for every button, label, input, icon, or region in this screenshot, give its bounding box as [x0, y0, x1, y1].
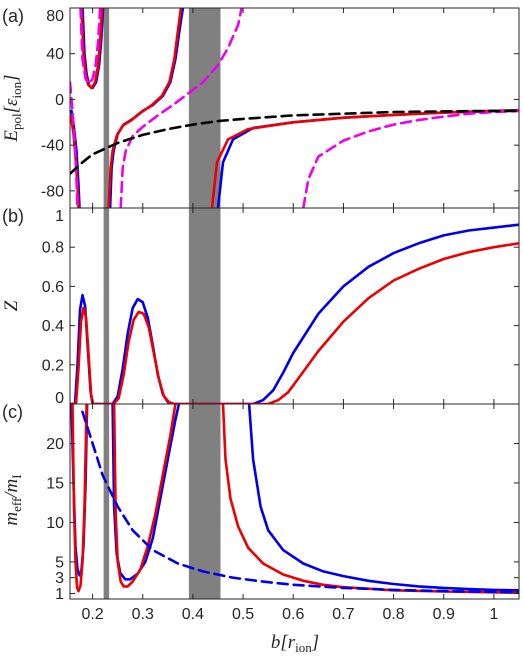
panel-b-ylabel: Z: [1, 300, 22, 311]
x-tick-label: 0.4: [182, 606, 204, 623]
x-tick-label: 0.2: [81, 606, 103, 623]
panel-a-ytick-label: 0: [55, 92, 64, 109]
panel-b-series-2: [70, 242, 519, 404]
panel-a-series-10: [79, 8, 102, 85]
shaded-bands: [103, 8, 221, 599]
panel-a-series-13: [70, 109, 519, 175]
panel-b-ytick-label: 0: [55, 390, 64, 407]
panel-a-series-12: [302, 109, 519, 208]
panel-a-frame: [69, 7, 520, 209]
x-tick-label: 0.8: [382, 606, 404, 623]
panel-c-series-6: [221, 404, 519, 594]
panel-c-series-4: [71, 404, 88, 593]
panel-c-series-5: [112, 404, 177, 588]
panel-a-ytick-label: -40: [41, 138, 64, 155]
x-tick-label: 0.9: [433, 606, 455, 623]
panel-a-plot: [70, 8, 519, 208]
panel-a-ylabel: Epol[εion]: [1, 74, 24, 142]
panel-b-ytick-label: 1: [55, 208, 64, 225]
panel-b-ytick-label: 0.2: [42, 357, 64, 374]
panel-c-ytick-label: 10: [46, 515, 64, 532]
panel-c-series-7: [81, 410, 519, 594]
panel-b-ytick-label: 0.8: [42, 240, 64, 257]
panel-a-ytick-label: -80: [41, 183, 64, 200]
panel-a-label: (a): [2, 6, 24, 26]
panel-c-ytick-label: 1: [55, 586, 64, 603]
x-tick-label: 0.7: [332, 606, 354, 623]
panel-a-series-4: [216, 109, 519, 208]
panel-c-label: (c): [2, 402, 23, 422]
panel-c-ytick-label: 5: [55, 554, 64, 571]
x-tick-label: 1: [489, 606, 498, 623]
x-axis-label: b[rion]: [271, 632, 319, 655]
panel-c-frame: [69, 403, 520, 600]
panel-b-ytick-label: 0.4: [42, 318, 64, 335]
panel-a-ytick-label: 40: [46, 46, 64, 63]
x-tick-label: 0.6: [282, 606, 304, 623]
panel-a-ytick-label: 80: [46, 8, 64, 25]
panel-c-series-3: [247, 404, 519, 592]
panel-c-plot: [70, 404, 519, 594]
panel-a-series-6: [80, 8, 104, 90]
panel-b-label: (b): [2, 206, 24, 226]
panel-b-ytick-label: 0.6: [42, 279, 64, 296]
shaded-band-1: [103, 8, 110, 599]
panel-c-ylabel: meff/mI: [1, 474, 24, 525]
panel-a-series-8: [210, 109, 519, 208]
panel-a-series-11: [119, 8, 243, 208]
panel-b-frame: [69, 207, 520, 405]
panel-c-ytick-label: 3: [55, 570, 64, 587]
panel-b-plot: [70, 223, 519, 404]
x-tick-label: 0.5: [232, 606, 254, 623]
panel-a-series-7: [107, 8, 183, 208]
panel-c-ytick-label: 15: [46, 475, 64, 492]
panel-c-ytick-label: 20: [46, 436, 64, 453]
x-tick-label: 0.3: [132, 606, 154, 623]
shaded-band-2: [188, 8, 221, 599]
